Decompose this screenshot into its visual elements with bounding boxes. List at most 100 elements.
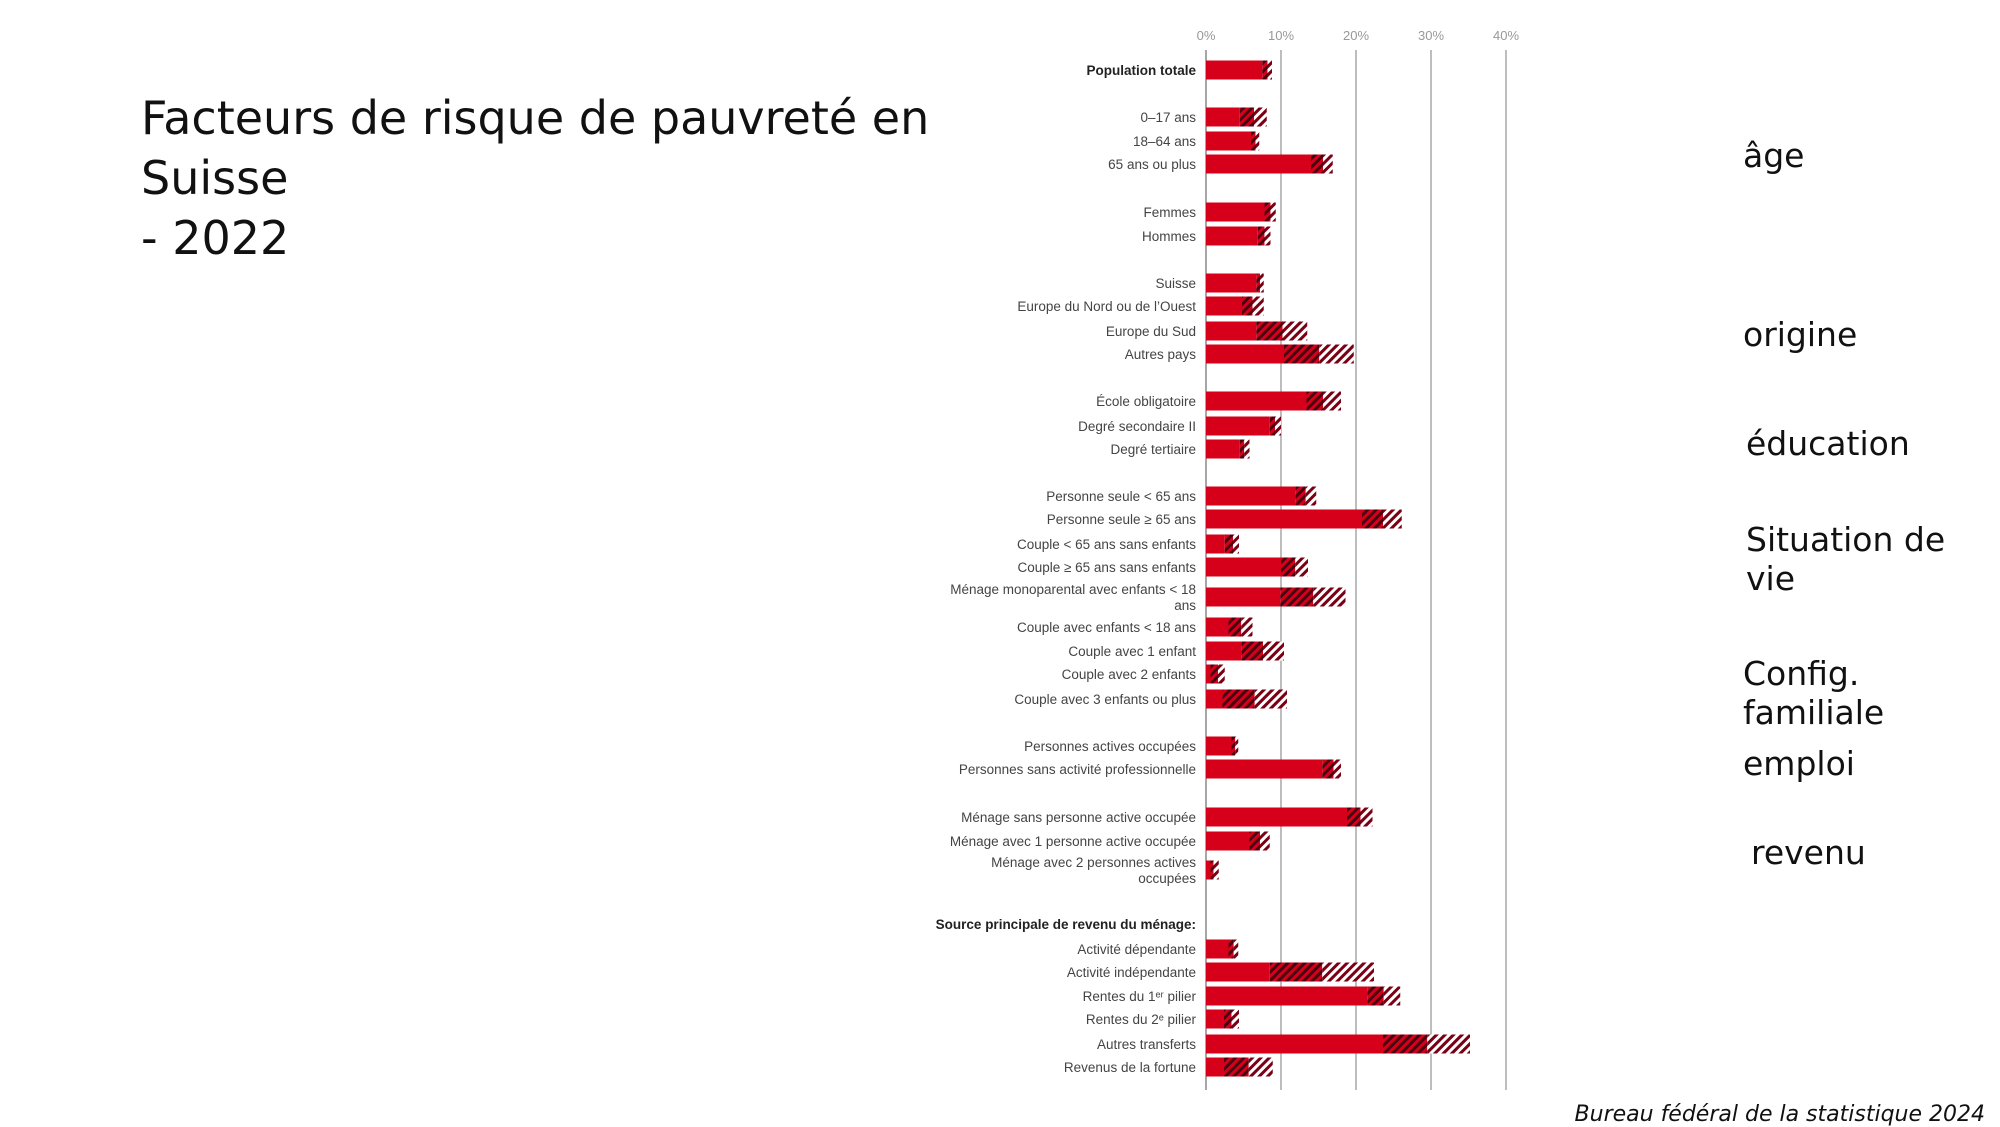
bar-ci-estimate-to-upper (1305, 486, 1317, 506)
bar-ci-estimate-to-upper (1323, 391, 1341, 411)
bar-lower-bound (1206, 1034, 1383, 1054)
bar-ci-estimate-to-upper (1252, 296, 1264, 316)
row-label: 18–64 ans (1133, 134, 1196, 149)
bar-ci-lower-to-estimate (1281, 557, 1296, 577)
bar-ci-lower-to-estimate (1224, 1057, 1249, 1077)
x-tick-label: 40% (1493, 28, 1519, 43)
row-label: Population totale (1087, 63, 1197, 78)
row-label: Femmes (1143, 205, 1196, 220)
bar-ci-lower-to-estimate (1228, 617, 1242, 637)
bar-ci-estimate-to-upper (1231, 1009, 1239, 1029)
page-title: Facteurs de risque de pauvreté en Suisse… (141, 88, 1041, 268)
bar-ci-estimate-to-upper (1282, 321, 1308, 341)
bar-ci-estimate-to-upper (1218, 664, 1225, 684)
bar-ci-lower-to-estimate (1242, 296, 1253, 316)
row-label: Autres pays (1125, 347, 1197, 362)
bar-ci-lower-to-estimate (1256, 273, 1260, 293)
bar-lower-bound (1206, 557, 1281, 577)
bar-lower-bound (1206, 860, 1211, 880)
side-label-situation: Situation de vie (1746, 520, 1946, 598)
bar-lower-bound (1206, 736, 1232, 756)
bar-ci-lower-to-estimate (1257, 226, 1265, 246)
bar-lower-bound (1206, 1009, 1224, 1029)
bar-lower-bound (1206, 689, 1223, 709)
row-label: Couple avec enfants < 18 ans (1017, 620, 1196, 635)
bar-ci-lower-to-estimate (1231, 736, 1236, 756)
bar-ci-lower-to-estimate (1347, 807, 1361, 827)
bar-ci-lower-to-estimate (1262, 60, 1268, 80)
bar-ci-lower-to-estimate (1241, 641, 1263, 661)
bar-lower-bound (1206, 154, 1311, 174)
bar-lower-bound (1206, 486, 1296, 506)
row-label: Ménage monoparental avec enfants < 18 (950, 582, 1196, 597)
x-tick-label: 30% (1418, 28, 1444, 43)
bar-ci-estimate-to-upper (1264, 226, 1271, 246)
bar-ci-lower-to-estimate (1280, 587, 1314, 607)
bar-lower-bound (1206, 986, 1368, 1006)
bar-ci-lower-to-estimate (1284, 344, 1320, 364)
bar-ci-estimate-to-upper (1241, 617, 1253, 637)
row-label: Ménage avec 1 personne active occupée (950, 834, 1196, 849)
row-label: 65 ans ou plus (1108, 157, 1196, 172)
bar-ci-lower-to-estimate (1264, 202, 1271, 222)
bar-ci-lower-to-estimate (1222, 689, 1255, 709)
bar-ci-estimate-to-upper (1383, 509, 1402, 529)
bar-ci-lower-to-estimate (1295, 486, 1306, 506)
bar-lower-bound (1206, 587, 1281, 607)
bar-lower-bound (1206, 296, 1242, 316)
bar-ci-estimate-to-upper (1275, 416, 1281, 436)
bar-lower-bound (1206, 962, 1270, 982)
row-label: Rentes du 1ᵉʳ pilier (1083, 989, 1197, 1004)
bar-ci-lower-to-estimate (1228, 939, 1234, 959)
title-line-2: - 2022 (141, 211, 290, 265)
bar-ci-lower-to-estimate (1224, 534, 1233, 554)
bar-ci-lower-to-estimate (1251, 131, 1256, 151)
side-label-revenu: revenu (1751, 833, 1866, 872)
bar-ci-lower-to-estimate (1239, 439, 1245, 459)
bar-ci-estimate-to-upper (1319, 344, 1354, 364)
side-label-emploi: emploi (1743, 744, 1855, 783)
row-label: ans (1174, 598, 1196, 613)
bar-ci-estimate-to-upper (1313, 587, 1346, 607)
bar-ci-estimate-to-upper (1254, 689, 1287, 709)
bar-lower-bound (1206, 273, 1257, 293)
bar-ci-estimate-to-upper (1213, 860, 1219, 880)
bar-ci-lower-to-estimate (1210, 664, 1218, 684)
bar-ci-estimate-to-upper (1267, 60, 1272, 80)
row-label: Activité indépendante (1067, 965, 1196, 980)
row-label: Couple avec 3 enfants ou plus (1014, 692, 1196, 707)
title-line-1: Facteurs de risque de pauvreté en Suisse (141, 91, 930, 205)
bar-ci-estimate-to-upper (1244, 439, 1250, 459)
bar-lower-bound (1206, 391, 1307, 411)
row-label: Europe du Nord ou de l’Ouest (1017, 299, 1196, 314)
bar-ci-lower-to-estimate (1269, 962, 1323, 982)
bar-ci-lower-to-estimate (1224, 1009, 1232, 1029)
bar-ci-estimate-to-upper (1270, 202, 1276, 222)
bar-ci-estimate-to-upper (1248, 1057, 1273, 1077)
row-label: Degré secondaire II (1078, 419, 1196, 434)
bar-ci-estimate-to-upper (1254, 107, 1267, 127)
bar-ci-lower-to-estimate (1362, 509, 1383, 529)
bar-ci-lower-to-estimate (1311, 154, 1323, 174)
bar-ci-estimate-to-upper (1235, 736, 1239, 756)
row-label: Personnes sans activité professionnelle (959, 762, 1196, 777)
bar-lower-bound (1206, 107, 1240, 127)
bar-ci-estimate-to-upper (1333, 759, 1341, 779)
row-label: École obligatoire (1096, 394, 1196, 409)
bar-lower-bound (1206, 60, 1263, 80)
x-tick-label: 20% (1343, 28, 1369, 43)
bar-lower-bound (1206, 416, 1270, 436)
bar-ci-estimate-to-upper (1427, 1034, 1470, 1054)
row-label: Hommes (1142, 229, 1196, 244)
bar-ci-estimate-to-upper (1233, 534, 1239, 554)
bar-ci-estimate-to-upper (1255, 131, 1260, 151)
bar-lower-bound (1206, 226, 1258, 246)
bar-ci-lower-to-estimate (1269, 416, 1275, 436)
bar-ci-lower-to-estimate (1322, 759, 1334, 779)
bar-ci-estimate-to-upper (1260, 273, 1264, 293)
bar-ci-estimate-to-upper (1383, 986, 1401, 1006)
bar-lower-bound (1206, 759, 1323, 779)
row-label: Europe du Sud (1106, 324, 1196, 339)
bar-lower-bound (1206, 1057, 1224, 1077)
row-label: Revenus de la fortune (1064, 1060, 1196, 1075)
